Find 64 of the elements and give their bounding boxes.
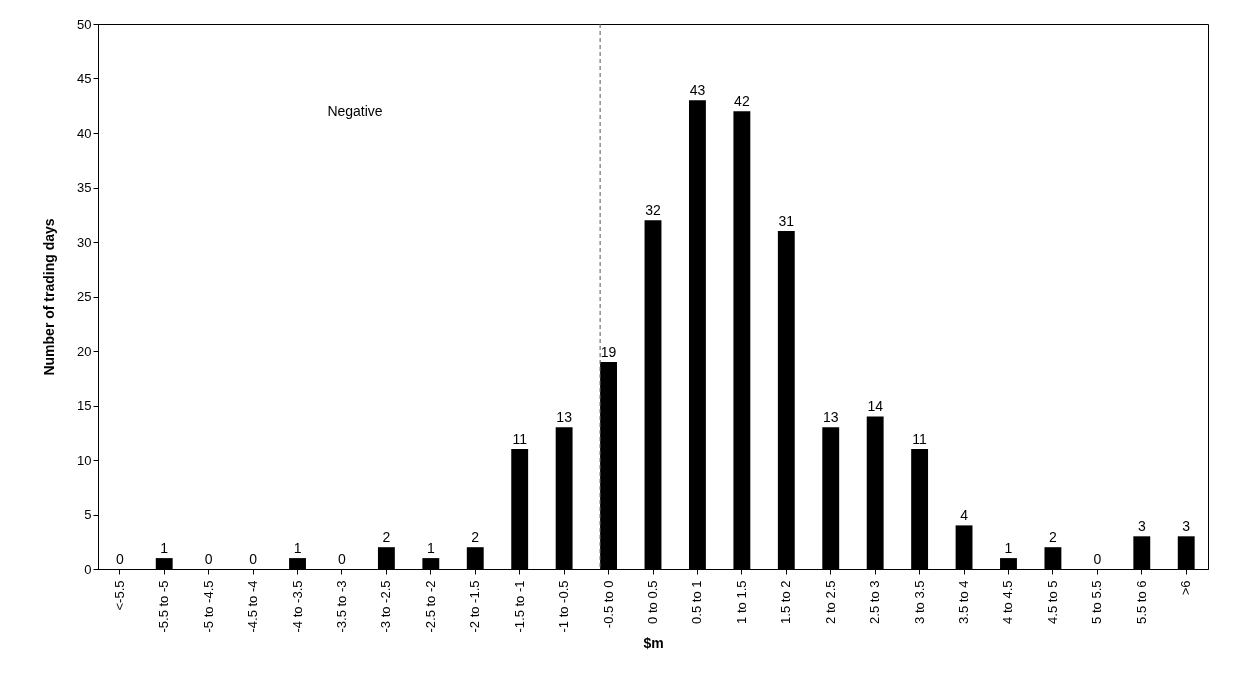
x-tick-label: 4 to 4.5 (1000, 580, 1016, 624)
y-tick-label: 20 (77, 343, 92, 359)
data-label: 3 (1137, 518, 1146, 535)
y-tick-label: 35 (77, 180, 92, 195)
x-tick-label: -2.5 to -2 (422, 580, 438, 633)
data-label: 0 (1093, 551, 1102, 567)
x-tick-label: <-5.5 (111, 580, 127, 611)
data-label: 11 (512, 431, 528, 448)
y-tick-label: 40 (77, 125, 92, 141)
y-tick-label: 25 (77, 289, 92, 304)
y-tick-label: 30 (77, 234, 92, 250)
data-label: 19 (600, 343, 617, 360)
x-tick-label: -5.5 to -5 (156, 580, 172, 633)
x-tick-label: 0.5 to 1 (689, 580, 705, 624)
data-label: 14 (867, 398, 884, 415)
data-label: 1 (1004, 540, 1013, 557)
y-tick-label: 50 (77, 16, 92, 32)
data-label: 0 (249, 551, 258, 567)
y-tick-label: 10 (77, 452, 92, 468)
x-tick-label: -5 to -4.5 (200, 580, 216, 633)
data-label: 1 (426, 540, 435, 557)
data-label: 31 (778, 213, 795, 230)
data-label: 3 (1182, 518, 1191, 535)
y-tick-label: 15 (77, 398, 92, 413)
data-label: 32 (645, 202, 661, 219)
x-tick-label: 5 to 5.5 (1089, 580, 1105, 624)
x-tick-label: 4.5 to 5 (1044, 580, 1060, 624)
y-axis-title: Number of trading days (41, 218, 58, 376)
x-tick-label: 2 to 2.5 (822, 580, 838, 624)
data-label: 4 (960, 507, 969, 524)
x-axis-title: $m (643, 634, 664, 651)
x-tick-label: -0.5 to 0 (600, 580, 616, 629)
x-tick-label: 3 to 3.5 (911, 580, 927, 624)
x-tick-label: 3.5 to 4 (956, 580, 972, 624)
x-tick-label: >6 (1178, 580, 1194, 596)
data-label: 1 (293, 540, 302, 557)
data-label: 0 (115, 551, 124, 567)
data-label: 1 (160, 540, 169, 557)
x-tick-label: -3 to -2.5 (378, 580, 394, 633)
x-tick-label: -4.5 to -4 (245, 580, 261, 633)
y-tick-label: 5 (84, 507, 92, 522)
x-tick-label: -1 to -0.5 (556, 580, 572, 633)
x-tick-label: -4 to -3.5 (289, 580, 305, 633)
data-label: 13 (822, 409, 839, 426)
data-label: 0 (204, 551, 213, 567)
x-tick-label: -1.5 to -1 (511, 580, 527, 633)
data-label: 42 (734, 93, 750, 110)
data-label: 2 (1049, 529, 1058, 546)
y-tick-label: 0 (84, 561, 92, 577)
x-tick-label: 1 to 1.5 (733, 580, 749, 624)
x-tick-label: 1.5 to 2 (778, 580, 794, 624)
data-label: 13 (556, 409, 573, 426)
y-tick-label: 45 (77, 71, 92, 86)
x-tick-label: -3.5 to -3 (333, 580, 349, 633)
data-label: 11 (912, 431, 928, 448)
x-tick-label: -2 to -1.5 (467, 580, 483, 633)
x-tick-label: 5.5 to 6 (1133, 580, 1149, 624)
data-label: 2 (382, 529, 391, 546)
data-label: 2 (471, 529, 480, 546)
annotation: Negative (327, 103, 383, 119)
data-label: 0 (338, 551, 347, 567)
x-tick-label: 0 to 0.5 (645, 580, 660, 624)
x-tick-label: 2.5 to 3 (867, 580, 883, 624)
data-label: 43 (689, 82, 706, 99)
